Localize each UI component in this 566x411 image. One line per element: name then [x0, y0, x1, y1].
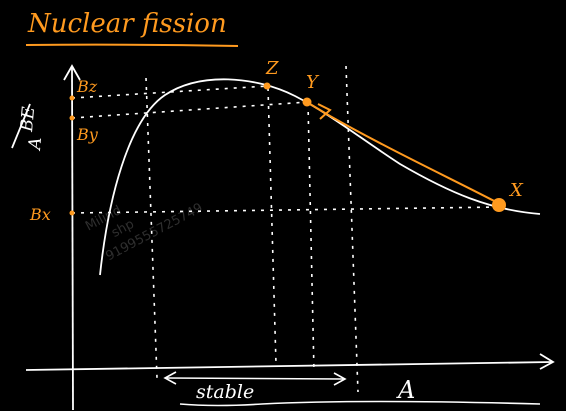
- y-axis-label: BE A: [11, 103, 46, 152]
- points: [69, 82, 506, 216]
- tick-bx-label: Bx: [29, 205, 51, 224]
- tick-bx-marker: [69, 210, 75, 216]
- point-z-marker: [263, 82, 271, 90]
- y-axis-label-top: BE: [17, 105, 39, 133]
- fission-line: [309, 103, 501, 205]
- y-axis-label-fraction-bar: [11, 103, 31, 149]
- y-axis-label-bottom: A: [25, 136, 46, 152]
- title: Nuclear fission: [27, 9, 227, 39]
- stable-range-right-arrowhead: [333, 372, 347, 386]
- fission-arrowhead: [317, 103, 332, 120]
- axes: [25, 64, 555, 411]
- tick-by-label: By: [76, 125, 99, 144]
- y-tick-labels: Bz By Bx: [29, 77, 99, 224]
- horizontal-guides: [71, 85, 501, 214]
- y-axis-arrow: [63, 64, 81, 81]
- guide-by: [71, 101, 309, 119]
- stable-range-line: [165, 377, 345, 380]
- guide-z: [267, 87, 277, 365]
- point-y-label: Y: [306, 72, 320, 93]
- watermark: Milind shp 9199555725749: [83, 201, 205, 265]
- stable-range-left-arrowhead: [163, 371, 177, 385]
- binding-energy-curve: [99, 78, 541, 276]
- point-x-marker: [492, 198, 506, 212]
- tick-bz-marker: [69, 95, 75, 101]
- vertical-guides: [145, 65, 359, 393]
- stable-range: [163, 371, 347, 386]
- point-x-label: X: [508, 180, 524, 201]
- guide-bx: [71, 206, 501, 214]
- stable-underline: [179, 400, 541, 407]
- guide-bz: [71, 85, 269, 99]
- point-y-marker: [302, 97, 312, 107]
- tick-bz-label: Bz: [76, 77, 98, 96]
- point-z-label: Z: [265, 58, 279, 79]
- x-axis-arrow: [539, 353, 555, 370]
- title-underline: [25, 43, 239, 47]
- x-axis: [25, 361, 553, 371]
- stable-label: stable: [196, 381, 254, 403]
- guide-y: [307, 102, 315, 373]
- y-axis: [71, 67, 74, 411]
- guide-stable-right: [345, 65, 359, 393]
- x-axis-label: A: [396, 376, 415, 404]
- point-labels: Z Y X: [265, 58, 524, 201]
- tick-by-marker: [69, 115, 75, 121]
